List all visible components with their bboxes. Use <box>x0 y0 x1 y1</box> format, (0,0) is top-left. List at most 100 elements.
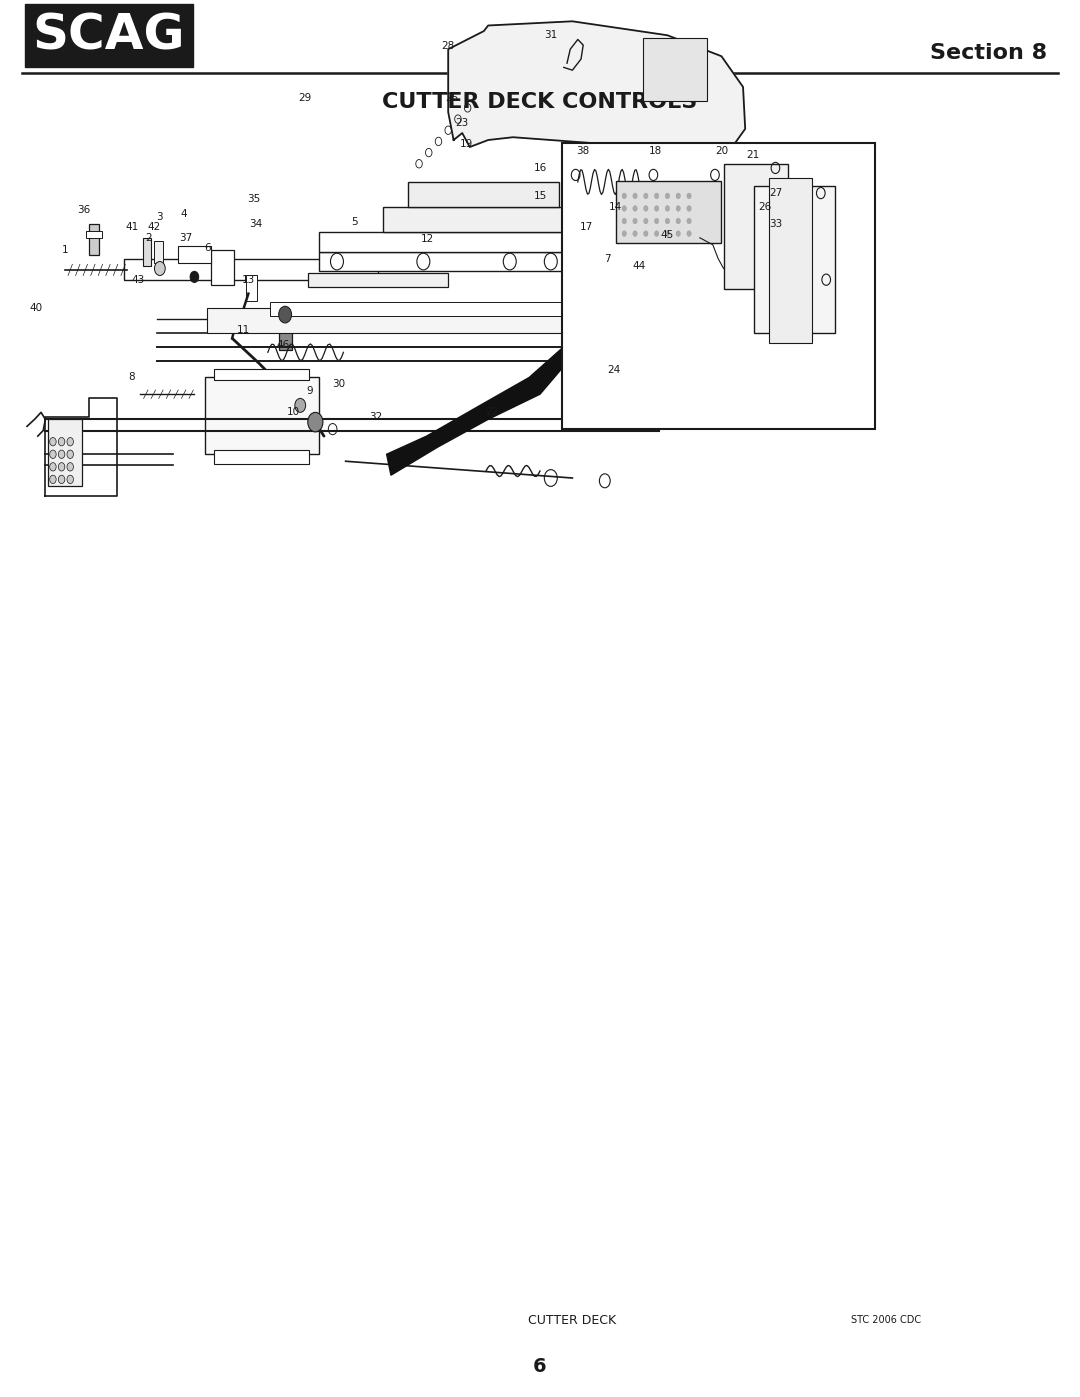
Text: 26: 26 <box>758 203 771 212</box>
Circle shape <box>622 231 626 236</box>
Text: 38: 38 <box>577 147 590 156</box>
Circle shape <box>190 271 199 282</box>
Circle shape <box>58 437 65 446</box>
Circle shape <box>154 261 165 275</box>
Circle shape <box>622 218 626 224</box>
Text: 8: 8 <box>129 373 135 383</box>
Circle shape <box>58 450 65 458</box>
Text: CUTTER DECK: CUTTER DECK <box>528 1313 617 1327</box>
Text: 32: 32 <box>369 412 382 422</box>
Text: 10: 10 <box>287 408 300 418</box>
Bar <box>205 377 319 454</box>
Circle shape <box>665 218 670 224</box>
Text: 23: 23 <box>456 119 469 129</box>
Text: CUTTER DECK CONTROLS: CUTTER DECK CONTROLS <box>382 92 698 112</box>
Text: 41: 41 <box>125 222 138 232</box>
Text: 28: 28 <box>442 42 455 52</box>
Bar <box>246 275 257 300</box>
Text: 40: 40 <box>29 303 42 313</box>
Text: 13: 13 <box>242 275 255 285</box>
Bar <box>308 272 448 286</box>
Text: 1: 1 <box>62 246 68 256</box>
Bar <box>408 182 559 207</box>
Circle shape <box>687 218 691 224</box>
Bar <box>769 177 812 342</box>
Bar <box>214 450 309 464</box>
Text: 3: 3 <box>157 212 163 222</box>
Text: 12: 12 <box>421 235 434 244</box>
Bar <box>754 186 835 332</box>
Text: 19: 19 <box>460 140 473 149</box>
Bar <box>319 251 578 271</box>
Bar <box>178 246 211 263</box>
Bar <box>207 307 591 332</box>
Text: STC 2006 CDC: STC 2006 CDC <box>851 1315 920 1326</box>
Text: 21: 21 <box>746 151 759 161</box>
Circle shape <box>654 231 659 236</box>
Text: 31: 31 <box>544 31 557 41</box>
Circle shape <box>295 398 306 412</box>
Circle shape <box>676 205 680 211</box>
Text: 15: 15 <box>534 191 546 201</box>
Bar <box>616 180 721 243</box>
Bar <box>610 203 653 307</box>
Text: 4: 4 <box>180 210 187 219</box>
Bar <box>562 142 875 429</box>
Bar <box>89 224 99 254</box>
Bar <box>724 163 788 289</box>
Text: 24: 24 <box>607 366 620 376</box>
Text: SCAG: SCAG <box>32 11 185 59</box>
Bar <box>124 258 378 279</box>
Circle shape <box>50 450 56 458</box>
Bar <box>594 210 664 300</box>
Text: 46: 46 <box>276 341 289 351</box>
Text: 2: 2 <box>146 233 152 243</box>
Circle shape <box>654 193 659 198</box>
Bar <box>319 232 578 251</box>
Circle shape <box>50 437 56 446</box>
Text: 16: 16 <box>534 163 546 173</box>
Circle shape <box>676 218 680 224</box>
Circle shape <box>58 475 65 483</box>
Text: 30: 30 <box>333 380 346 390</box>
Text: 5: 5 <box>351 218 357 228</box>
Bar <box>48 419 82 486</box>
Circle shape <box>633 205 637 211</box>
Bar <box>214 369 309 380</box>
Text: 34: 34 <box>249 219 262 229</box>
Circle shape <box>67 450 73 458</box>
Text: 37: 37 <box>179 233 192 243</box>
Bar <box>279 319 292 349</box>
Text: 6: 6 <box>204 243 211 253</box>
Circle shape <box>687 205 691 211</box>
Circle shape <box>67 475 73 483</box>
Circle shape <box>622 193 626 198</box>
Circle shape <box>676 193 680 198</box>
Text: 22: 22 <box>485 408 498 418</box>
Circle shape <box>687 193 691 198</box>
Circle shape <box>665 231 670 236</box>
Text: 43: 43 <box>132 275 145 285</box>
Circle shape <box>633 231 637 236</box>
Circle shape <box>50 462 56 471</box>
Circle shape <box>50 475 56 483</box>
Circle shape <box>644 205 648 211</box>
Circle shape <box>633 218 637 224</box>
Text: 25: 25 <box>445 94 458 103</box>
Text: 9: 9 <box>307 387 313 397</box>
Bar <box>154 240 163 263</box>
Text: 14: 14 <box>609 203 622 212</box>
Polygon shape <box>387 346 564 475</box>
Circle shape <box>308 412 323 432</box>
Circle shape <box>67 437 73 446</box>
Polygon shape <box>448 21 745 154</box>
Circle shape <box>665 205 670 211</box>
Circle shape <box>633 193 637 198</box>
Bar <box>270 302 589 316</box>
Circle shape <box>622 205 626 211</box>
Text: 44: 44 <box>633 261 646 271</box>
Bar <box>643 38 707 101</box>
Bar <box>383 207 576 232</box>
Circle shape <box>665 193 670 198</box>
Text: 17: 17 <box>580 222 593 232</box>
